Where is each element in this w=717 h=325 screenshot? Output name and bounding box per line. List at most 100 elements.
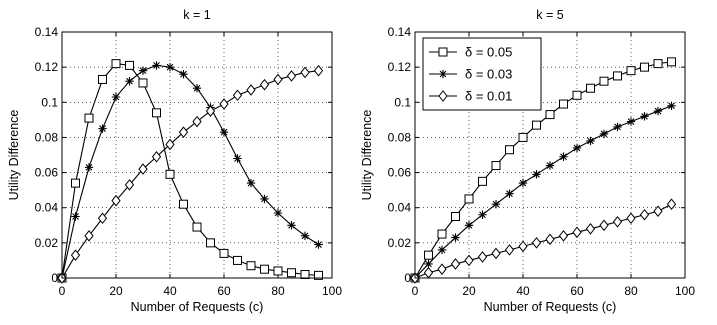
data-point [301,270,309,278]
data-point [233,154,241,162]
x-tick-label: 100 [322,284,342,298]
y-tick-label: 0.08 [388,130,412,144]
data-point [532,170,540,178]
x-tick-label: 100 [675,284,695,298]
y-tick-label: 0.06 [388,166,412,180]
y-axis-label: Utility Difference [360,110,374,201]
x-tick-label: 80 [624,284,638,298]
data-point [479,177,487,185]
data-point [465,221,473,229]
data-point [139,66,147,74]
data-point [85,163,93,171]
x-tick-label: 20 [462,284,476,298]
x-tick-label: 40 [516,284,530,298]
data-point [613,123,621,131]
data-point [220,128,228,136]
chart-panel-1: 0 20 40 60 80 100 0 0.02 0.04 0.06 0.08 0.1 0.12 0.14… [7,8,342,314]
data-point [152,61,160,69]
legend-marker-star [439,70,447,78]
chart-title: k = 5 [536,8,563,22]
data-point [614,72,622,80]
y-tick-label: 0.02 [35,236,59,250]
data-point [627,117,635,125]
data-point [112,93,120,101]
data-point [125,77,133,85]
x-axis-label: Number of Requests (c) [131,300,264,314]
data-point [126,61,134,69]
data-point [667,102,675,110]
data-point [452,213,460,221]
data-point [220,249,228,257]
data-point [600,77,608,85]
data-point [505,189,513,197]
chart-panel-2: 0 20 40 60 80 100 0 0.02 0.04 0.06 0.08 0.1 0.12 0.14… [360,8,695,314]
y-tick-label: 0.12 [35,60,59,74]
data-point [274,209,282,217]
data-point [180,200,188,208]
data-point [559,153,567,161]
y-tick-label: 0.06 [35,166,59,180]
x-tick-label: 0 [59,284,66,298]
y-tick-label: 0.02 [388,236,412,250]
data-point [465,195,473,203]
legend-label: δ = 0.01 [465,89,512,104]
y-tick-label: 0.1 [41,95,58,109]
x-tick-label: 60 [570,284,584,298]
data-point [438,246,446,254]
y-tick-label: 0.14 [388,25,412,39]
data-point [438,230,446,238]
data-point [573,144,581,152]
data-point [586,137,594,145]
data-point [247,262,255,270]
data-point [641,63,649,71]
data-point [112,60,120,68]
data-point [207,239,215,247]
data-point [153,109,161,117]
data-point [546,111,554,119]
data-point [492,200,500,208]
legend-marker-square [439,48,447,56]
data-point [560,100,568,108]
data-point [546,161,554,169]
data-point [99,75,107,83]
data-point [587,84,595,92]
data-point [654,60,662,68]
data-point [85,114,93,122]
plot-area [62,32,332,278]
data-point [506,146,514,154]
data-point [654,107,662,115]
y-tick-label: 0.04 [35,201,59,215]
chart-title: k = 1 [183,8,210,22]
y-tick-label: 0.04 [388,201,412,215]
data-point [478,211,486,219]
data-point [261,265,269,273]
data-point [600,130,608,138]
legend: δ = 0.05 δ = 0.03 δ = 0.01 [423,38,541,110]
data-point [234,256,242,264]
data-point [640,112,648,120]
y-axis-label: Utility Difference [7,110,21,201]
data-point [247,179,255,187]
data-point [72,179,80,187]
y-tick-label: 0.12 [388,60,412,74]
data-point [573,91,581,99]
data-point [193,223,201,231]
y-tick-label: 0 [404,271,411,285]
data-point [288,269,296,277]
data-point [139,79,147,87]
y-tick-label: 0.14 [35,25,59,39]
data-point [425,251,433,259]
y-tick-label: 0 [51,271,58,285]
data-point [71,212,79,220]
x-tick-label: 80 [271,284,285,298]
data-point [668,58,676,66]
data-point [166,63,174,71]
data-point [519,133,527,141]
data-point [451,233,459,241]
data-point [492,162,500,170]
data-point [274,267,282,275]
data-point [533,121,541,129]
data-point [260,195,268,203]
y-tick-label: 0.1 [394,95,411,109]
